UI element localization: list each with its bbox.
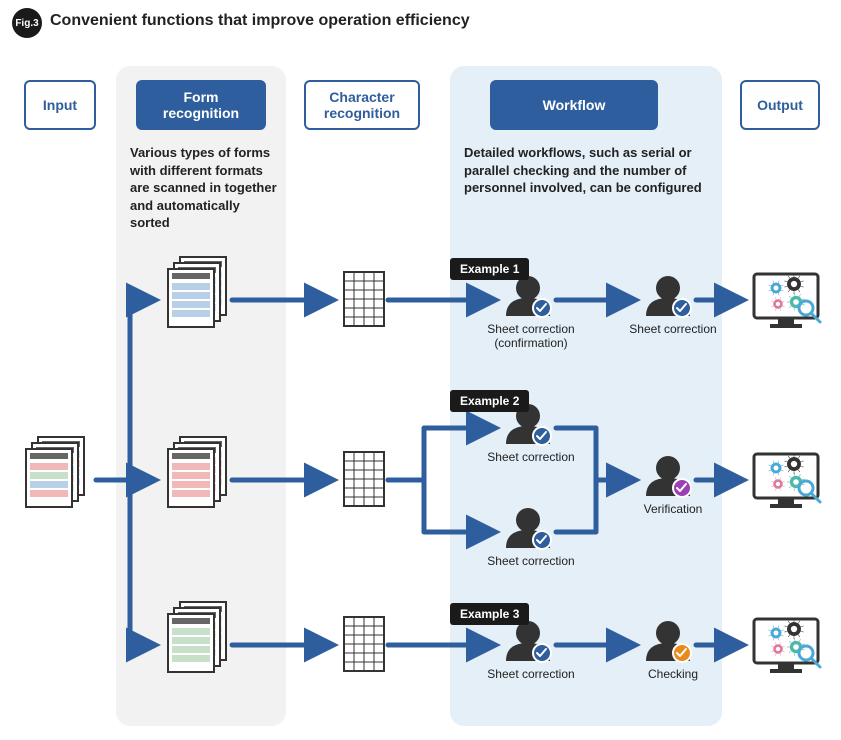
example-2-pill: Example 2 <box>450 390 529 412</box>
label-e3-checking: Checking <box>628 667 718 681</box>
example-3-pill: Example 3 <box>450 603 529 625</box>
form-stack-icon <box>160 600 240 690</box>
person-icon <box>640 450 696 500</box>
person-icon <box>640 615 696 665</box>
char-sheet-icon <box>338 268 390 332</box>
person-icon <box>640 270 696 320</box>
form-stack-icon <box>160 255 240 345</box>
form-stack-icon <box>160 435 240 525</box>
output-icon <box>748 266 826 332</box>
label-e2-verification: Verification <box>628 502 718 516</box>
label-e2-person2: Sheet correction <box>476 554 586 568</box>
label-e1-person2: Sheet correction <box>628 322 718 336</box>
label-e1-person1: Sheet correction (confirmation) <box>476 322 586 351</box>
char-sheet-icon <box>338 448 390 512</box>
person-icon <box>500 502 556 552</box>
input-docs-icon <box>18 435 98 525</box>
output-icon <box>748 446 826 512</box>
arrows-layer <box>0 0 841 740</box>
label-e3-person1: Sheet correction <box>476 667 586 681</box>
char-sheet-icon <box>338 613 390 677</box>
output-icon <box>748 611 826 677</box>
label-e2-person1: Sheet correction <box>476 450 586 464</box>
example-1-pill: Example 1 <box>450 258 529 280</box>
